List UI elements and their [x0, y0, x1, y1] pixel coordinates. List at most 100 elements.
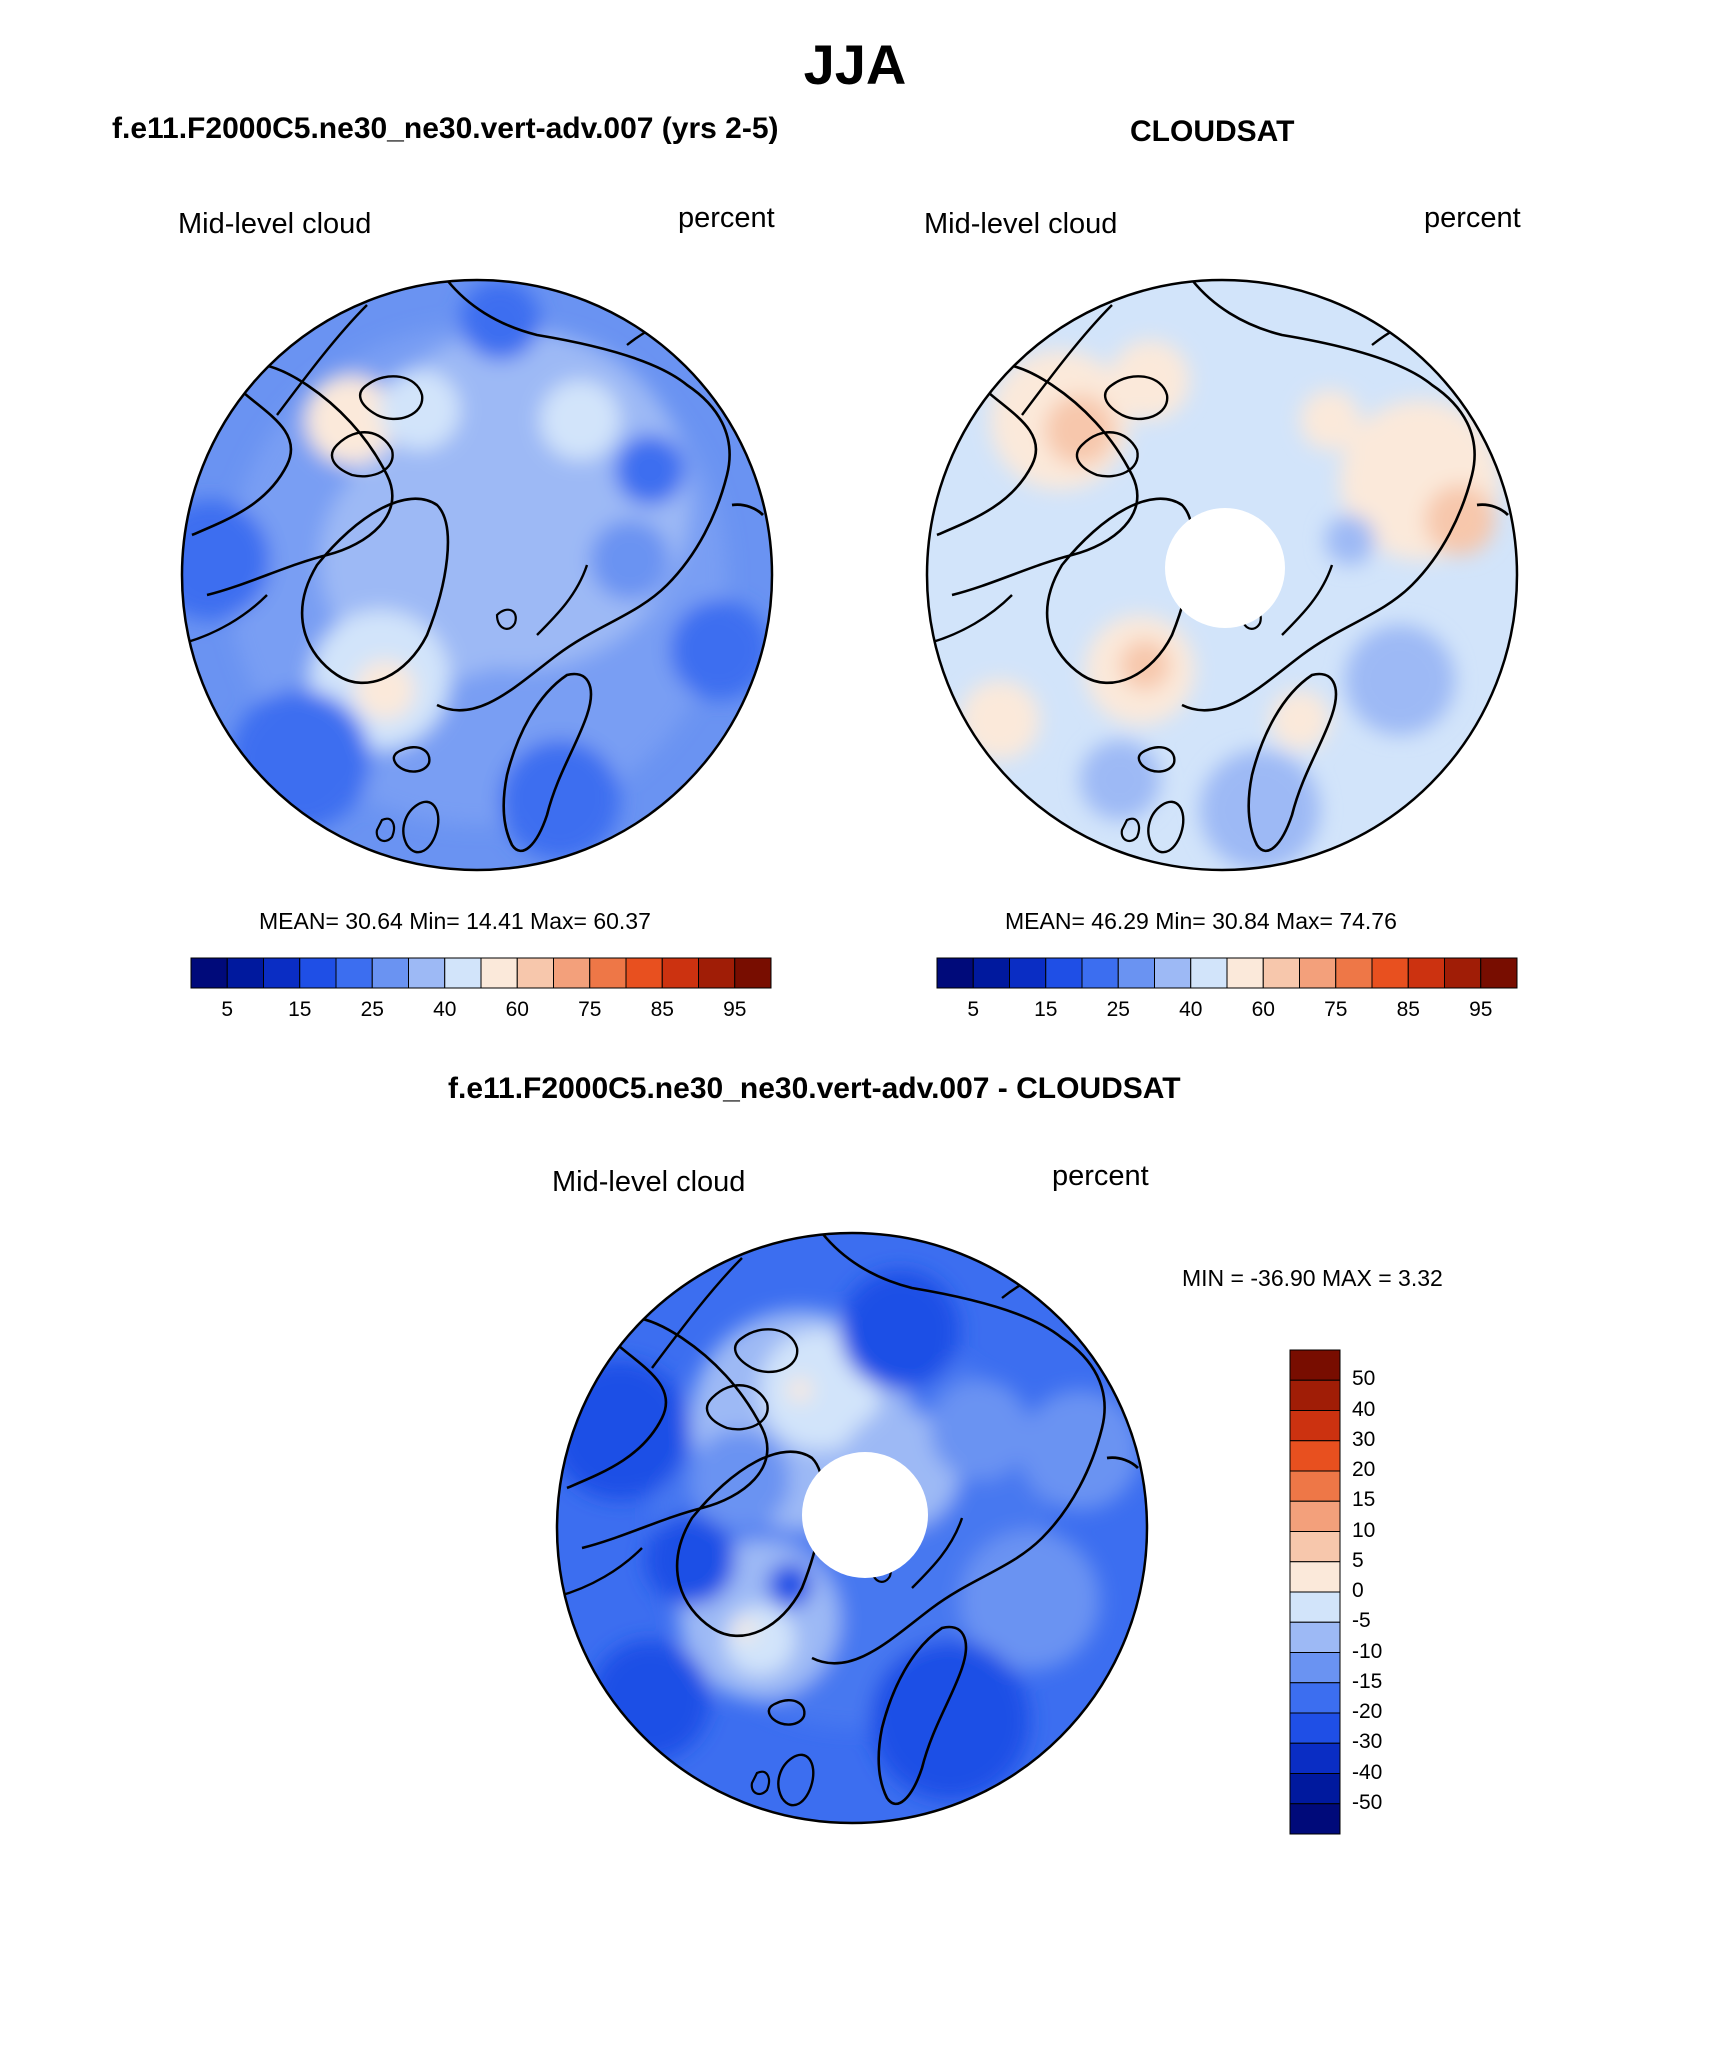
panel3-colorbar-tick-label: -10 — [1352, 1639, 1383, 1663]
panel1-colorbar-tick-label: 25 — [360, 998, 384, 1021]
panel3-polar-map — [555, 1231, 1149, 1825]
panel3-colorbar-tick-label: -30 — [1352, 1730, 1383, 1754]
panel2-colorbar-tick-label: 40 — [1179, 998, 1203, 1021]
panel1-colorbar-swatch-1 — [226, 957, 264, 989]
panel1-colorbar-swatch-11 — [589, 957, 627, 989]
panel3-colorbar-tick-label: 50 — [1352, 1367, 1376, 1391]
panel3-colorbar-swatch-3 — [1289, 1712, 1341, 1744]
panel1-colorbar-swatch-4 — [335, 957, 373, 989]
panel3-colorbar-swatch-9 — [1289, 1531, 1341, 1563]
panel2-colorbar-swatch-9 — [1262, 957, 1300, 989]
panel2-colorbar-swatch-13 — [1407, 957, 1445, 989]
panel1-colorbar-swatch-12 — [625, 957, 663, 989]
panel1-polar-map — [180, 278, 774, 872]
panel3-colorbar-swatch-5 — [1289, 1652, 1341, 1684]
panel1-colorbar-swatch-8 — [480, 957, 518, 989]
panel2-polar-map — [925, 278, 1519, 872]
panel3-colorbar-swatch-8 — [1289, 1561, 1341, 1593]
panel3-colorbar-tick-label: 0 — [1352, 1579, 1364, 1602]
panel1-colorbar-swatch-14 — [698, 957, 736, 989]
panel2-colorbar-swatch-11 — [1335, 957, 1373, 989]
panel3-colorbar-tick-label: 40 — [1352, 1397, 1376, 1421]
panel3-colorbar-tick-label: -5 — [1352, 1609, 1371, 1633]
panel3-colorbar-tick-label: -50 — [1352, 1790, 1383, 1814]
panel2-colorbar-swatch-4 — [1081, 957, 1119, 989]
panel2-colorbar-swatch-6 — [1154, 957, 1192, 989]
panel3-colorbar-tick-label: 20 — [1352, 1458, 1376, 1481]
panel2-colorbar-tick-label: 60 — [1251, 998, 1275, 1021]
panel3-colorbar-tick-label: -15 — [1352, 1669, 1383, 1693]
panel2-colorbar — [936, 957, 1518, 989]
panel3-colorbar-tick-label: -20 — [1352, 1700, 1383, 1723]
panel3-colorbar-swatch-11 — [1289, 1470, 1341, 1502]
panel2-colorbar-swatch-1 — [972, 957, 1010, 989]
panel2-colorbar-swatch-5 — [1117, 957, 1155, 989]
panel3-colorbar-tick-label: -40 — [1352, 1760, 1383, 1784]
panel3-colorbar-swatch-13 — [1289, 1410, 1341, 1442]
panel1-colorbar-tick-label: 60 — [505, 998, 529, 1021]
panel3-colorbar-swatch-10 — [1289, 1500, 1341, 1532]
panel1-title: f.e11.F2000C5.ne30_ne30.vert-adv.007 (yr… — [112, 112, 779, 145]
panel3-colorbar-swatch-2 — [1289, 1742, 1341, 1774]
panel1-stats: MEAN= 30.64 Min= 14.41 Max= 60.37 — [259, 908, 651, 934]
panel3-colorbar-swatch-6 — [1289, 1621, 1341, 1653]
panel2-stats: MEAN= 46.29 Min= 30.84 Max= 74.76 — [1005, 908, 1397, 934]
panel1-colorbar-swatch-10 — [553, 957, 591, 989]
panel3-colorbar-tick-label: 10 — [1352, 1518, 1376, 1542]
panel1-colorbar-swatch-3 — [299, 957, 337, 989]
panel1-colorbar-tick-label: 40 — [433, 998, 457, 1021]
panel1-colorbar-swatch-0 — [190, 957, 228, 989]
panel2-colorbar-swatch-3 — [1045, 957, 1083, 989]
panel3-colorbar-swatch-12 — [1289, 1440, 1341, 1472]
panel3-colorbar — [1289, 1349, 1341, 1835]
main-title: JJA — [803, 33, 907, 96]
panel3-colorbar-swatch-14 — [1289, 1379, 1341, 1411]
panel1-colorbar-swatch-5 — [371, 957, 409, 989]
panel1-colorbar-tick-label: 5 — [221, 998, 234, 1021]
panel1-colorbar-tick-label: 85 — [650, 998, 674, 1021]
panel2-colorbar-tick-label: 5 — [967, 998, 980, 1021]
panel2-colorbar-swatch-15 — [1480, 957, 1518, 989]
panel2-colorbar-swatch-7 — [1190, 957, 1228, 989]
panel1-colorbar-tick-label: 95 — [723, 998, 747, 1021]
panel3-colorbar-tick-label: 30 — [1352, 1427, 1376, 1451]
panel3-colorbar-swatch-1 — [1289, 1773, 1341, 1805]
panel3-units-label: percent — [1052, 1160, 1149, 1192]
panel1-colorbar-tick-label: 75 — [578, 998, 602, 1021]
panel1-colorbar-swatch-6 — [408, 957, 446, 989]
panel2-pole-hole — [1165, 508, 1285, 628]
panel2-colorbar-swatch-14 — [1444, 957, 1482, 989]
panel3-stats: MIN = -36.90 MAX = 3.32 — [1182, 1265, 1443, 1291]
panel2-colorbar-tick-label: 75 — [1324, 998, 1348, 1021]
panel3-colorbar-tick-label: 5 — [1352, 1548, 1364, 1572]
panel2-colorbar-swatch-0 — [936, 957, 974, 989]
panel3-colorbar-tick-label: 15 — [1352, 1488, 1376, 1512]
panel3-colorbar-swatch-0 — [1289, 1803, 1341, 1835]
panel1-colorbar-swatch-7 — [444, 957, 482, 989]
panel2-colorbar-tick-label: 95 — [1469, 998, 1493, 1021]
panel3-variable-label: Mid-level cloud — [552, 1166, 746, 1198]
panel2-title: CLOUDSAT — [1130, 115, 1295, 148]
panel2-colorbar-swatch-2 — [1009, 957, 1047, 989]
panel1-colorbar-swatch-2 — [263, 957, 301, 989]
panel3-colorbar-swatch-7 — [1289, 1591, 1341, 1623]
panel3-colorbar-swatch-4 — [1289, 1682, 1341, 1714]
panel2-colorbar-swatch-8 — [1226, 957, 1264, 989]
panel1-colorbar-swatch-13 — [661, 957, 699, 989]
panel2-colorbar-tick-label: 25 — [1106, 998, 1130, 1021]
panel2-colorbar-swatch-10 — [1299, 957, 1337, 989]
panel3-colorbar-swatch-15 — [1289, 1349, 1341, 1381]
panel1-colorbar-swatch-15 — [734, 957, 772, 989]
panel3-pole-hole — [802, 1452, 928, 1578]
panel2-colorbar-swatch-12 — [1371, 957, 1409, 989]
panel2-units-label: percent — [1424, 202, 1521, 234]
panel1-variable-label: Mid-level cloud — [178, 208, 372, 240]
panel2-variable-label: Mid-level cloud — [924, 208, 1118, 240]
panel1-colorbar-swatch-9 — [516, 957, 554, 989]
panel2-colorbar-tick-label: 85 — [1396, 998, 1420, 1021]
panel3-title: f.e11.F2000C5.ne30_ne30.vert-adv.007 - C… — [448, 1072, 1181, 1105]
panel2-colorbar-tick-label: 15 — [1034, 998, 1058, 1021]
panel1-colorbar — [190, 957, 772, 989]
panel1-units-label: percent — [678, 202, 775, 234]
